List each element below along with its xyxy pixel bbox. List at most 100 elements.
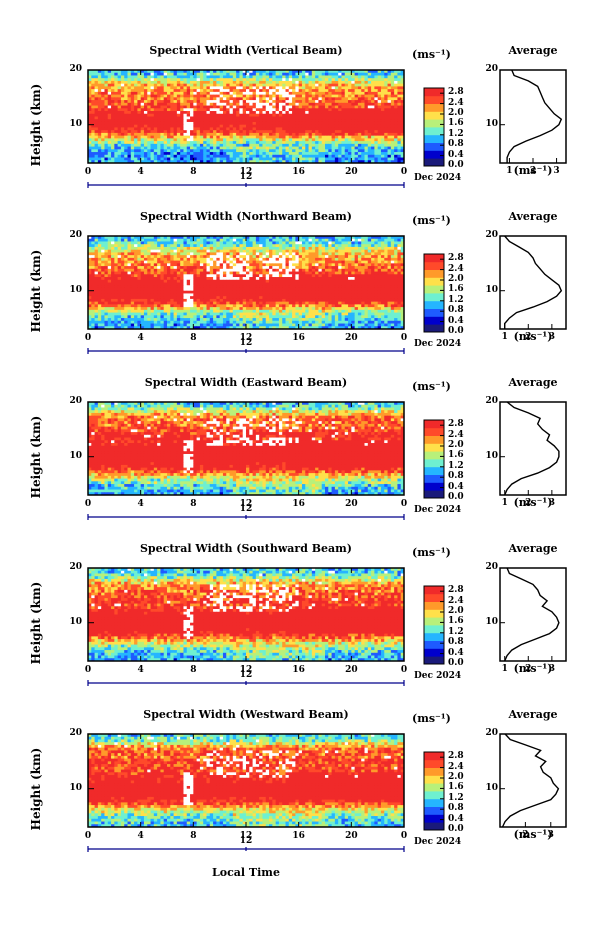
heatmap-cell bbox=[167, 143, 171, 147]
heatmap-cell bbox=[272, 277, 277, 281]
heatmap-cell bbox=[140, 277, 145, 281]
heatmap-cell bbox=[374, 105, 379, 109]
heatmap-cell bbox=[137, 102, 142, 106]
heatmap-cell bbox=[107, 89, 112, 93]
heatmap-cell bbox=[117, 111, 122, 115]
heatmap-cell bbox=[282, 80, 286, 85]
heatmap-cell bbox=[190, 263, 194, 267]
heatmap-cell bbox=[298, 266, 303, 270]
heatmap-cell bbox=[239, 100, 244, 104]
heatmap-cell bbox=[390, 113, 395, 117]
heatmap-cell bbox=[387, 124, 392, 128]
heatmap-cell bbox=[114, 252, 119, 256]
heatmap-cell bbox=[219, 135, 224, 139]
heatmap-cell bbox=[285, 100, 290, 104]
heatmap-cell bbox=[222, 86, 227, 90]
heatmap-cell bbox=[321, 116, 326, 120]
heatmap-cell bbox=[331, 152, 336, 156]
heatmap-cell bbox=[134, 108, 138, 112]
heatmap-cell bbox=[318, 266, 323, 270]
heatmap-cell bbox=[380, 86, 385, 90]
heatmap-cell bbox=[361, 263, 365, 267]
heatmap-cell bbox=[127, 157, 132, 161]
heatmap-cell bbox=[107, 277, 112, 281]
heatmap-cell bbox=[259, 127, 263, 131]
heatmap-cell bbox=[127, 83, 132, 87]
heatmap-cell bbox=[124, 91, 128, 96]
heatmap-cell bbox=[114, 111, 119, 115]
heatmap-cell bbox=[236, 83, 240, 87]
heatmap-cell bbox=[130, 89, 135, 93]
heatmap-cell bbox=[150, 91, 155, 96]
heatmap-cell bbox=[278, 89, 283, 93]
heatmap-cell bbox=[88, 157, 92, 161]
heatmap-cell bbox=[143, 116, 148, 120]
colorbar-tick-label: 1.2 bbox=[448, 128, 464, 139]
heatmap-cell bbox=[301, 121, 306, 126]
heatmap-cell bbox=[361, 89, 365, 93]
heatmap-cell bbox=[167, 241, 171, 245]
heatmap-cell bbox=[298, 146, 303, 150]
heatmap-cell bbox=[246, 146, 250, 150]
heatmap-cell bbox=[348, 257, 352, 262]
heatmap-cell bbox=[209, 146, 214, 150]
heatmap-cell bbox=[180, 143, 184, 147]
heatmap-cell bbox=[97, 263, 102, 267]
heatmap-cell bbox=[196, 116, 201, 120]
heatmap-cell bbox=[298, 143, 303, 147]
heatmap-cell bbox=[255, 141, 260, 145]
heatmap-cell bbox=[183, 143, 188, 147]
heatmap-cell bbox=[262, 83, 267, 87]
heatmap-cell bbox=[222, 124, 227, 128]
heatmap-cell bbox=[167, 75, 171, 79]
heatmap-cell bbox=[269, 124, 273, 128]
heatmap-cell bbox=[216, 83, 221, 87]
heatmap-cell bbox=[157, 113, 161, 117]
heatmap-cell bbox=[216, 138, 221, 142]
heatmap-cell bbox=[305, 132, 309, 137]
heatmap-cell bbox=[275, 236, 280, 240]
heatmap-cell bbox=[357, 89, 362, 93]
heatmap-cell bbox=[334, 111, 339, 115]
heatmap-cell bbox=[348, 132, 352, 137]
heatmap-cell bbox=[137, 127, 142, 131]
heatmap-cell bbox=[390, 268, 395, 272]
heatmap-cell bbox=[127, 238, 132, 242]
heatmap-svg bbox=[87, 235, 567, 354]
heatmap-cell bbox=[374, 80, 379, 85]
heatmap-cell bbox=[140, 105, 145, 109]
heatmap-cell bbox=[384, 97, 388, 101]
heatmap-cell bbox=[285, 146, 290, 150]
heatmap-cell bbox=[328, 75, 332, 79]
heatmap-cell bbox=[222, 252, 227, 256]
heatmap-cell bbox=[143, 255, 148, 259]
heatmap-cell bbox=[390, 160, 395, 164]
heatmap-cell bbox=[377, 238, 382, 242]
heatmap-cell bbox=[252, 249, 257, 253]
heatmap-cell bbox=[315, 255, 319, 259]
heatmap-cell bbox=[167, 152, 171, 156]
heatmap-cell bbox=[259, 97, 263, 101]
heatmap-cell bbox=[305, 238, 309, 242]
heatmap-cell bbox=[176, 149, 181, 153]
heatmap-cell bbox=[272, 72, 277, 76]
heatmap-cell bbox=[394, 271, 398, 275]
heatmap-cell bbox=[262, 274, 267, 278]
heatmap-cell bbox=[173, 249, 178, 253]
heatmap-cell bbox=[130, 274, 135, 278]
heatmap-cell bbox=[371, 143, 375, 147]
heatmap-cell bbox=[130, 241, 135, 245]
heatmap-cell bbox=[315, 70, 319, 74]
heatmap-cell bbox=[282, 157, 286, 161]
heatmap-cell bbox=[354, 119, 359, 123]
heatmap-cell bbox=[222, 105, 227, 109]
heatmap-cell bbox=[196, 100, 201, 104]
heatmap-cell bbox=[88, 152, 92, 156]
heatmap-cell bbox=[97, 121, 102, 126]
heatmap-cell bbox=[249, 249, 253, 253]
heatmap-cell bbox=[137, 249, 142, 253]
heatmap-cell bbox=[134, 268, 138, 272]
heatmap-cell bbox=[400, 72, 405, 76]
colorbar-segment bbox=[424, 145, 444, 149]
heatmap-cell bbox=[107, 157, 112, 161]
